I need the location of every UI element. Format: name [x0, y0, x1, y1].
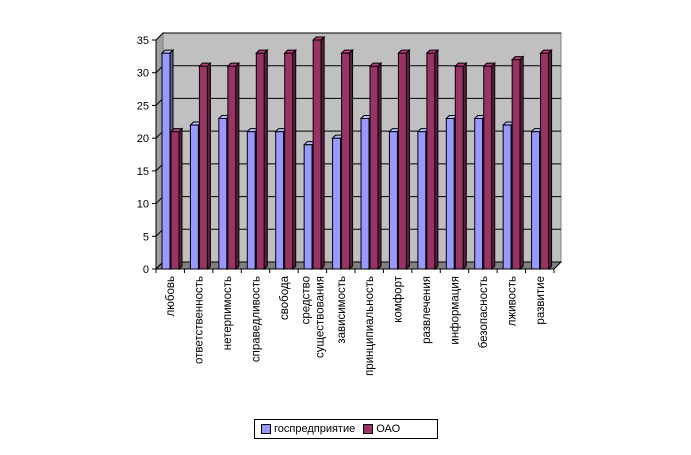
y-tick-label: 5	[143, 231, 149, 243]
bar-front	[332, 137, 342, 270]
legend-label-series-2: ОАО	[376, 423, 401, 435]
y-tick-label: 0	[143, 264, 149, 276]
x-category-label: зависимость	[336, 276, 348, 344]
bar-side	[320, 35, 325, 271]
bar-series-2	[340, 48, 354, 271]
bar-series-2	[226, 61, 241, 271]
bar-series-2	[510, 55, 525, 271]
y-tick-label: 25	[137, 100, 149, 112]
y-tick-label: 30	[137, 68, 149, 80]
bar-series-2	[283, 48, 297, 271]
bar-front	[303, 144, 313, 270]
bar-front	[540, 52, 550, 270]
bar-front	[170, 131, 180, 270]
bar-side	[292, 48, 297, 271]
legend-item-series-1: госпредприятие	[261, 423, 355, 435]
y-tick-label: 35	[137, 35, 149, 47]
x-category-label: развлечения	[421, 276, 433, 344]
chart-walls	[154, 31, 563, 271]
gridline	[155, 32, 562, 41]
bar-front	[531, 131, 541, 270]
bar-front	[417, 131, 427, 270]
x-category-label: принципиальность	[364, 276, 376, 376]
bar-front	[388, 131, 398, 270]
bar-front	[369, 65, 379, 270]
x-category-label: развитие	[535, 276, 547, 325]
legend-swatch-series-2	[363, 424, 374, 434]
x-category-label: средство	[300, 276, 312, 324]
legend: госпредприятие ОАО	[254, 419, 438, 439]
bar-front	[454, 65, 464, 270]
bar-side	[206, 61, 211, 271]
bar-side	[263, 48, 268, 271]
x-axis-labels: любовь ответственность нетерпимость справед…	[165, 275, 547, 376]
bar-series-2	[482, 61, 496, 271]
bar-front	[255, 52, 265, 270]
bar-front	[198, 65, 208, 270]
bar-series-2	[198, 61, 212, 271]
bar-series-2	[368, 61, 383, 271]
x-category-label: свобода	[279, 275, 291, 320]
x-category-label: безопасность	[478, 276, 490, 348]
bar-side	[462, 61, 467, 271]
bar-series-2	[397, 48, 411, 271]
x-category-label: информация	[450, 276, 462, 345]
bar-side	[434, 48, 439, 271]
bar-side	[519, 55, 524, 271]
y-tick-label: 10	[137, 199, 149, 211]
bar-front	[312, 39, 322, 270]
bars	[160, 35, 553, 271]
bar-series-2	[539, 48, 553, 271]
bar-front	[502, 124, 512, 270]
x-category-label: справедливость	[251, 276, 263, 362]
floor	[154, 261, 563, 270]
x-category-label: ответственность	[194, 276, 206, 364]
bar-front	[445, 118, 455, 270]
bar-front	[474, 118, 484, 270]
legend-label-series-1: госпредприятие	[274, 423, 356, 435]
bar-front	[284, 52, 294, 270]
bar-side	[235, 61, 240, 271]
legend-item-series-2: ОАО	[363, 423, 400, 435]
bar-series-2	[169, 127, 184, 271]
y-tick-label: 20	[137, 133, 149, 145]
bar-front	[246, 131, 256, 270]
bar-front	[397, 52, 407, 270]
bar-side	[178, 127, 183, 271]
bar-front	[483, 65, 493, 270]
y-tick-label: 15	[137, 166, 149, 178]
bar-front	[218, 118, 228, 270]
x-category-label: нетерпимость	[222, 276, 234, 350]
bar-front	[511, 59, 521, 270]
bar-front	[360, 118, 370, 270]
bar-front	[227, 65, 237, 270]
bar-front	[275, 131, 285, 270]
bar-series-2	[454, 61, 468, 271]
bar-front	[161, 52, 171, 270]
bar-series-2	[311, 35, 326, 271]
bar-side	[491, 61, 496, 271]
bar-front	[426, 52, 436, 270]
legend-swatch-series-1	[261, 424, 271, 434]
bar-side	[377, 61, 382, 271]
bar-side	[405, 48, 410, 271]
bar-side	[548, 48, 553, 271]
bar-series-2	[425, 48, 440, 271]
x-category-label: существования	[314, 276, 326, 358]
x-category-label: лживость	[506, 276, 518, 326]
bar-side	[349, 48, 354, 271]
y-axis-ticks: 0 5 10 15 20 25 30 35	[137, 35, 156, 276]
bar-front	[341, 52, 351, 270]
bar-series-2	[255, 48, 269, 271]
bar-front	[189, 124, 199, 270]
x-category-label: комфорт	[393, 275, 405, 322]
x-category-label: любовь	[165, 276, 177, 316]
